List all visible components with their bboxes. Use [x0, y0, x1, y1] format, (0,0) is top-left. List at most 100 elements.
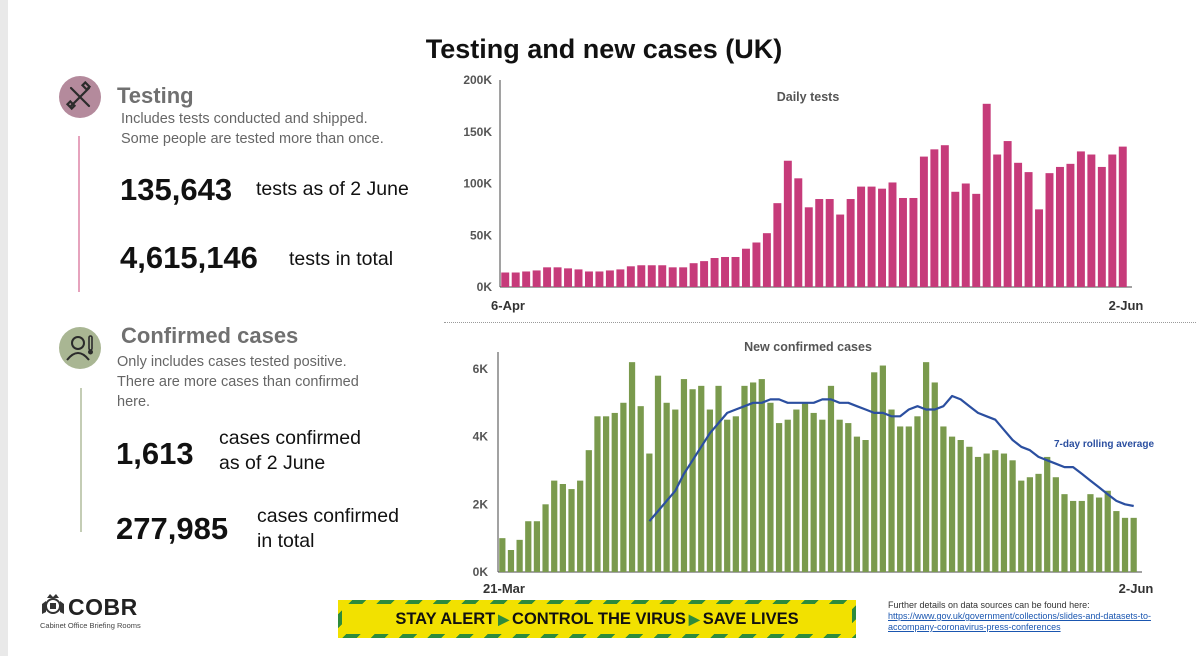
royal-crest-icon [42, 594, 64, 614]
data-sources-link[interactable]: https://www.gov.uk/government/collection… [888, 611, 1151, 632]
y-tick-label: 150K [463, 125, 492, 139]
bar [1044, 456, 1051, 572]
bar [1078, 500, 1085, 572]
bar [1026, 477, 1034, 572]
bar [948, 436, 956, 572]
bar [724, 419, 731, 572]
bar [1035, 473, 1042, 572]
testing-total-label: tests in total [289, 248, 394, 270]
stay-alert-banner: STAY ALERT ▶ CONTROL THE VIRUS ▶ SAVE LI… [338, 600, 856, 638]
bar [922, 362, 930, 572]
bar [758, 379, 765, 572]
rolling-average-line [648, 394, 1134, 522]
legend-label: 7-day rolling average [1054, 439, 1154, 450]
bar [1118, 146, 1127, 287]
bar [741, 248, 750, 287]
x-tick-label: 21-Mar [483, 581, 525, 596]
bar [819, 419, 826, 572]
cases-total-label: cases confirmed in total [257, 504, 399, 554]
cases-divider [80, 388, 82, 532]
bar [1003, 141, 1012, 287]
bar [698, 385, 705, 572]
bar [741, 385, 748, 572]
bar [1066, 163, 1075, 287]
bar [810, 412, 817, 572]
bar [626, 266, 635, 287]
bar [525, 521, 532, 572]
testing-divider [78, 136, 80, 292]
bar [919, 156, 928, 287]
bar [931, 382, 938, 572]
data-sources-note: Further details on data sources can be f… [888, 600, 1188, 633]
bar [522, 271, 531, 287]
bar [867, 186, 876, 287]
bar [1121, 517, 1129, 572]
y-tick-label: 0K [477, 280, 493, 294]
bar [1009, 460, 1016, 572]
bar [710, 258, 719, 287]
bar [564, 268, 573, 287]
bar [499, 538, 506, 572]
banner-text: CONTROL THE VIRUS [512, 609, 686, 628]
bar [846, 199, 855, 287]
bar [775, 423, 783, 572]
testing-daily-value: 135,643 [120, 172, 233, 207]
bar [1108, 154, 1117, 287]
bar [553, 267, 562, 287]
cases-heading: Confirmed cases [121, 323, 299, 348]
bar [551, 480, 558, 572]
test-tube-icon [59, 76, 101, 118]
bar [888, 409, 895, 572]
bar [516, 539, 523, 572]
bar [827, 385, 835, 572]
cobr-logo-text: COBR [68, 594, 138, 620]
cases-description: Only includes cases tested positive. The… [117, 352, 359, 412]
bar [585, 450, 592, 572]
y-tick-label: 50K [470, 228, 492, 242]
slide: Testing and new cases (UK) Testing Inclu… [8, 0, 1200, 656]
bar [595, 271, 604, 287]
bar [679, 267, 688, 287]
arrow-icon: ▶ [688, 610, 700, 627]
bar [658, 265, 667, 287]
bar [961, 183, 970, 287]
bar [594, 416, 601, 572]
cases-daily-label-line: as of 2 June [219, 452, 326, 474]
daily-tests-chart: 0K 50K 100K 150K 200K Daily tests 6-Apr 2-Jun [436, 70, 1200, 320]
bar [568, 489, 575, 572]
bar [992, 450, 999, 572]
bar [836, 214, 845, 287]
bar [1097, 166, 1106, 287]
bar [700, 261, 709, 287]
testing-heading: Testing [117, 83, 194, 108]
bar [605, 270, 614, 287]
cobr-subtitle: Cabinet Office Briefing Rooms [40, 621, 141, 630]
bar [637, 265, 646, 287]
page-title: Testing and new cases (UK) [425, 34, 783, 64]
bar [646, 453, 653, 572]
bar [845, 423, 852, 572]
x-tick-label: 2-Jun [1109, 298, 1144, 313]
bar [721, 256, 730, 287]
bar [668, 267, 677, 287]
testing-daily-label: tests as of 2 June [256, 178, 409, 200]
bar [857, 186, 866, 287]
bar [584, 271, 593, 287]
y-tick-label: 100K [463, 177, 492, 191]
cases-total-label-line: in total [257, 530, 315, 552]
bar [930, 149, 939, 287]
bar [663, 402, 670, 572]
bar [784, 419, 791, 572]
bar [732, 416, 739, 572]
bar [611, 412, 618, 572]
bar [815, 199, 824, 287]
testing-total-value: 4,615,146 [120, 240, 258, 275]
bar [574, 269, 583, 287]
bar [1014, 162, 1023, 287]
daily-tests-chart-svg: 0K 50K 100K 150K 200K Daily tests 6-Apr 2-Jun [463, 73, 1144, 313]
arrow-icon: ▶ [498, 610, 510, 627]
cases-daily-label-line: cases confirmed [219, 427, 361, 449]
bar [715, 385, 722, 572]
y-tick-label: 4K [473, 430, 489, 444]
bar [543, 267, 552, 287]
